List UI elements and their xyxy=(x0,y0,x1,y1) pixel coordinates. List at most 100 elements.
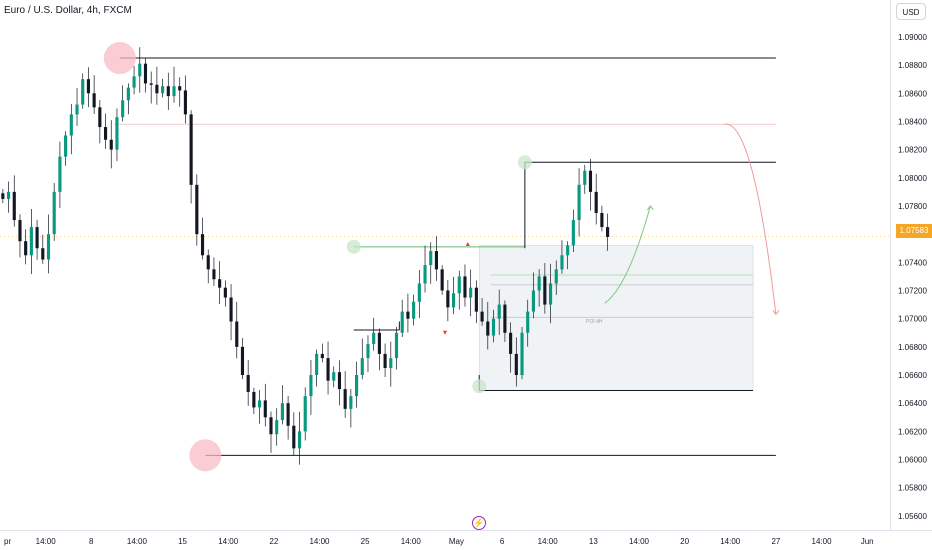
candle-body[interactable] xyxy=(309,375,313,397)
candle-body[interactable] xyxy=(29,227,33,256)
candle-body[interactable] xyxy=(537,276,541,291)
candle-body[interactable] xyxy=(195,184,199,235)
candle-body[interactable] xyxy=(451,293,456,308)
swing-point[interactable] xyxy=(472,379,487,394)
candle-body[interactable] xyxy=(229,297,233,322)
candle-body[interactable] xyxy=(132,76,136,88)
candle-body[interactable] xyxy=(463,276,467,298)
candle-body[interactable] xyxy=(509,332,513,354)
candle-body[interactable] xyxy=(406,311,410,319)
candle-body[interactable] xyxy=(583,170,587,185)
candle-body[interactable] xyxy=(35,227,39,249)
candle-body[interactable] xyxy=(440,269,444,291)
candle-body[interactable] xyxy=(503,304,507,333)
candle-body[interactable] xyxy=(320,353,324,359)
candle-body[interactable] xyxy=(200,234,205,256)
candle-body[interactable] xyxy=(400,311,404,333)
candle-body[interactable] xyxy=(560,255,564,270)
candle-body[interactable] xyxy=(548,283,553,305)
candle-body[interactable] xyxy=(189,114,193,185)
candle-body[interactable] xyxy=(41,248,45,260)
candle-body[interactable] xyxy=(46,234,51,260)
candle-body[interactable] xyxy=(24,241,28,256)
candle-body[interactable] xyxy=(252,391,256,408)
candle-body[interactable] xyxy=(143,63,148,84)
candle-body[interactable] xyxy=(566,245,570,256)
candle-body[interactable] xyxy=(280,403,284,421)
swing-point[interactable] xyxy=(346,239,361,254)
candle-body[interactable] xyxy=(212,269,216,280)
candle-body[interactable] xyxy=(75,104,79,115)
candle-body[interactable] xyxy=(360,358,364,376)
candle-body[interactable] xyxy=(417,283,421,302)
candle-body[interactable] xyxy=(520,332,524,376)
candle-body[interactable] xyxy=(1,193,5,199)
swing-point[interactable] xyxy=(103,42,136,75)
candle-body[interactable] xyxy=(377,332,381,354)
candle-body[interactable] xyxy=(286,403,290,426)
candle-body[interactable] xyxy=(526,311,530,333)
candle-body[interactable] xyxy=(303,396,307,432)
candle-body[interactable] xyxy=(81,79,85,105)
candle-body[interactable] xyxy=(275,420,279,435)
candle-body[interactable] xyxy=(292,425,296,449)
candle-body[interactable] xyxy=(98,107,102,128)
lightning-icon[interactable]: ⚡ xyxy=(472,516,486,530)
projection-path[interactable] xyxy=(724,123,777,315)
candle-body[interactable] xyxy=(69,114,73,136)
candle-body[interactable] xyxy=(457,276,461,294)
candle-body[interactable] xyxy=(115,117,119,150)
candle-body[interactable] xyxy=(183,90,187,115)
candle-body[interactable] xyxy=(178,86,182,91)
candle-body[interactable] xyxy=(571,220,575,246)
candle-body[interactable] xyxy=(588,170,593,192)
candle-body[interactable] xyxy=(246,375,250,392)
candle-body[interactable] xyxy=(337,372,342,390)
candle-body[interactable] xyxy=(235,321,239,347)
candle-body[interactable] xyxy=(58,156,62,192)
candle-body[interactable] xyxy=(218,279,222,288)
candle-body[interactable] xyxy=(109,139,113,150)
candle-body[interactable] xyxy=(263,400,267,418)
candle-body[interactable] xyxy=(166,86,170,97)
candle-body[interactable] xyxy=(86,79,90,94)
candle-body[interactable] xyxy=(372,332,376,345)
candle-body[interactable] xyxy=(434,251,439,270)
candle-body[interactable] xyxy=(326,358,330,381)
candle-body[interactable] xyxy=(18,220,22,242)
candle-body[interactable] xyxy=(349,396,353,409)
candle-body[interactable] xyxy=(126,87,130,101)
candle-body[interactable] xyxy=(594,191,598,214)
candle-body[interactable] xyxy=(223,287,227,298)
candle-body[interactable] xyxy=(52,191,56,235)
poi-zone[interactable] xyxy=(478,245,754,391)
candle-body[interactable] xyxy=(446,290,450,308)
candle-body[interactable] xyxy=(429,251,433,266)
candle-body[interactable] xyxy=(258,400,262,408)
candle-body[interactable] xyxy=(577,184,581,221)
swing-point[interactable] xyxy=(189,439,222,472)
candle-body[interactable] xyxy=(606,227,610,237)
candle-body[interactable] xyxy=(240,346,245,376)
candle-body[interactable] xyxy=(486,321,490,336)
candle-body[interactable] xyxy=(269,417,273,435)
candle-body[interactable] xyxy=(343,389,347,409)
candle-body[interactable] xyxy=(554,269,558,284)
candle-body[interactable] xyxy=(161,86,165,94)
candle-body[interactable] xyxy=(172,86,176,97)
candle-body[interactable] xyxy=(149,83,153,85)
candle-body[interactable] xyxy=(64,135,68,157)
candle-body[interactable] xyxy=(389,358,393,368)
candle-body[interactable] xyxy=(412,301,416,319)
candle-body[interactable] xyxy=(355,375,359,397)
candle-body[interactable] xyxy=(138,63,142,77)
candle-body[interactable] xyxy=(474,287,478,312)
candle-body[interactable] xyxy=(497,304,501,319)
candle-body[interactable] xyxy=(12,191,16,221)
candle-body[interactable] xyxy=(315,353,319,376)
candle-body[interactable] xyxy=(383,353,387,368)
candle-body[interactable] xyxy=(480,311,484,322)
swing-point[interactable] xyxy=(517,155,532,170)
candle-body[interactable] xyxy=(121,100,125,118)
